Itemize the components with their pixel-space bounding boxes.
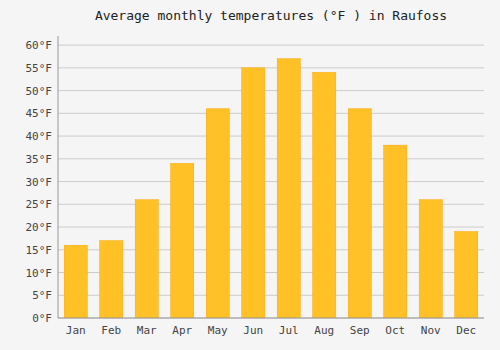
x-tick-label: Dec xyxy=(456,324,476,337)
x-tick-label: Jul xyxy=(279,324,299,337)
x-tick-label: Jun xyxy=(243,324,263,337)
x-tick-label: Aug xyxy=(314,324,334,337)
y-tick-label: 35°F xyxy=(26,153,53,166)
y-tick-label: 50°F xyxy=(26,85,53,98)
grid-line xyxy=(58,45,484,46)
chart: Average monthly temperatures (°F ) in Ra… xyxy=(0,0,500,350)
grid-line xyxy=(58,158,484,159)
bar xyxy=(348,109,371,318)
y-tick-label: 15°F xyxy=(26,244,53,257)
chart-container: Average monthly temperatures (°F ) in Ra… xyxy=(0,0,500,350)
grid-line xyxy=(58,181,484,182)
bar xyxy=(455,232,478,318)
bars xyxy=(64,59,478,318)
bar xyxy=(206,109,229,318)
x-tick-label: Sep xyxy=(350,324,370,337)
x-tick-label: Jan xyxy=(66,324,86,337)
bar xyxy=(419,200,442,318)
grid-line xyxy=(58,113,484,114)
x-tick-label: Feb xyxy=(101,324,121,337)
x-tick-label: Oct xyxy=(385,324,405,337)
grid-line xyxy=(58,67,484,68)
y-axis-line xyxy=(58,36,59,318)
y-tick-label: 0°F xyxy=(32,312,52,325)
grid-line xyxy=(58,318,484,319)
y-tick-label: 5°F xyxy=(32,289,52,302)
bar xyxy=(277,59,300,318)
bar xyxy=(135,200,158,318)
bar xyxy=(64,245,87,318)
bar xyxy=(171,163,194,318)
x-axis: Jan Feb Mar Apr May Jun Jul Aug Sep Oct Nov Dec xyxy=(58,318,484,337)
x-tick-label: Mar xyxy=(137,324,157,337)
x-axis-line xyxy=(58,318,484,319)
y-tick-label: 25°F xyxy=(26,198,53,211)
x-tick-label: Apr xyxy=(172,324,192,337)
y-tick-label: 40°F xyxy=(26,130,53,143)
y-tick-label: 60°F xyxy=(26,39,53,52)
y-axis: 0°F 5°F 10°F 15°F 20°F 25°F 30°F 35°F 40°F 45°F 50… xyxy=(26,39,485,325)
bar xyxy=(313,72,336,318)
y-tick-label: 55°F xyxy=(26,62,53,75)
grid-line xyxy=(58,136,484,137)
y-tick-label: 20°F xyxy=(26,221,53,234)
x-tick-label: Nov xyxy=(421,324,441,337)
bar xyxy=(100,241,123,318)
y-tick-label: 30°F xyxy=(26,176,53,189)
grid-line xyxy=(58,90,484,91)
bar xyxy=(384,145,407,318)
y-tick-label: 10°F xyxy=(26,267,53,280)
bar xyxy=(242,68,265,318)
y-tick-label: 45°F xyxy=(26,107,53,120)
title: Average monthly temperatures (°F ) in Ra… xyxy=(95,8,447,23)
x-tick-label: May xyxy=(208,324,228,337)
